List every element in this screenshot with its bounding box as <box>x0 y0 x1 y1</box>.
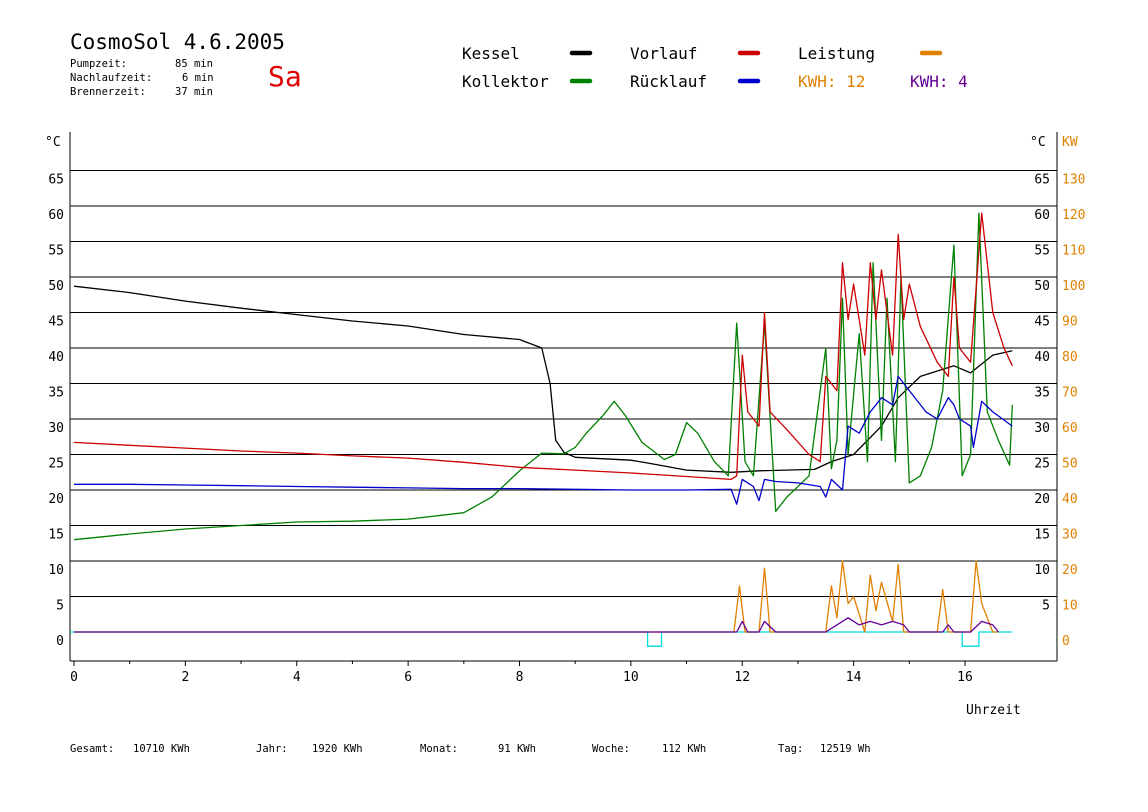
y-axis-label-right: °C <box>1030 135 1046 150</box>
grid-lines <box>70 170 1057 597</box>
legend-kwh-1: KWH: 12 <box>798 72 866 91</box>
weekday-label: Sa <box>268 60 302 93</box>
y-tick-right-15: 15 <box>1034 528 1050 543</box>
footer-monat-value: 91 KWh <box>498 743 536 755</box>
x-tick-label-0: 0 <box>70 670 78 685</box>
brennerzeit-value: 37 min <box>175 86 213 98</box>
y-tick-right-65: 65 <box>1034 173 1050 188</box>
y-tick-kw-20: 20 <box>1062 563 1078 578</box>
footer-woche-value: 112 KWh <box>662 743 707 755</box>
y-tick-kw-30: 30 <box>1062 528 1078 543</box>
y-tick-kw-100: 100 <box>1062 279 1085 294</box>
y-tick-left-40: 40 <box>48 350 64 365</box>
y-tick-left-50: 50 <box>48 279 64 294</box>
y-tick-right-35: 35 <box>1034 386 1050 401</box>
y-tick-kw-130: 130 <box>1062 173 1085 188</box>
y-tick-kw-80: 80 <box>1062 350 1078 365</box>
x-tick-label-2: 2 <box>181 670 189 685</box>
y-tick-kw-110: 110 <box>1062 244 1085 259</box>
pumpzeit-label: Pumpzeit: <box>70 58 127 70</box>
kwh-line <box>74 617 999 633</box>
y-tick-left-0: 0 <box>56 634 64 649</box>
y-tick-kw-50: 50 <box>1062 457 1078 472</box>
x-axis-label: Uhrzeit <box>966 703 1021 718</box>
vorlauf-line <box>73 212 1013 481</box>
x-tick-label-16: 16 <box>957 670 973 685</box>
y-tick-right-20: 20 <box>1034 492 1050 507</box>
footer-tag-value: 12519 Wh <box>820 743 871 755</box>
footer-jahr-label: Jahr: <box>256 743 288 755</box>
y-axis-label-left: °C <box>45 135 61 150</box>
footer-gesamt-value: 10710 KWh <box>133 743 190 755</box>
y-tick-left-45: 45 <box>48 315 64 330</box>
y-tick-right-10: 10 <box>1034 563 1050 578</box>
y-tick-left-35: 35 <box>48 386 64 401</box>
y-tick-right-25: 25 <box>1034 457 1050 472</box>
x-tick-label-14: 14 <box>846 670 862 685</box>
tick-labels: 0 2 4 6 8 10 12 14 16 Uhrzeit °C 0 5 10 15 20 25 30 35 40 45… <box>45 135 1085 718</box>
y-tick-right-40: 40 <box>1034 350 1050 365</box>
y-tick-left-15: 15 <box>48 528 64 543</box>
baseline-line <box>70 631 1013 647</box>
legend-ruecklauf: Rücklauf <box>630 72 708 91</box>
y-tick-left-10: 10 <box>48 563 64 578</box>
x-tick-label-8: 8 <box>516 670 524 685</box>
x-tick-label-4: 4 <box>293 670 301 685</box>
x-tick-label-10: 10 <box>623 670 639 685</box>
y-tick-right-50: 50 <box>1034 279 1050 294</box>
y-tick-right-55: 55 <box>1034 244 1050 259</box>
x-tick-label-12: 12 <box>734 670 750 685</box>
page-title: CosmoSol 4.6.2005 <box>70 30 285 54</box>
y-tick-kw-90: 90 <box>1062 315 1078 330</box>
x-tick-label-6: 6 <box>404 670 412 685</box>
footer-monat-label: Monat: <box>420 743 458 755</box>
nachlaufzeit-value: 6 min <box>182 72 214 84</box>
y-tick-left-25: 25 <box>48 457 64 472</box>
y-tick-kw-0: 0 <box>1062 634 1070 649</box>
ruecklauf-line <box>74 375 1013 505</box>
legend-leistung: Leistung <box>798 44 876 63</box>
y-tick-left-60: 60 <box>48 208 64 223</box>
y-axis-label-kw: KW <box>1062 135 1078 150</box>
y-tick-kw-10: 10 <box>1062 599 1078 614</box>
series-lines <box>70 212 1013 647</box>
footer-jahr-value: 1920 KWh <box>312 743 363 755</box>
footer-woche-label: Woche: <box>592 743 630 755</box>
pumpzeit-value: 85 min <box>175 58 213 70</box>
y-tick-right-45: 45 <box>1034 315 1050 330</box>
y-tick-left-30: 30 <box>48 421 64 436</box>
y-tick-left-55: 55 <box>48 244 64 259</box>
footer-gesamt-label: Gesamt: <box>70 743 115 755</box>
y-tick-right-5: 5 <box>1042 599 1050 614</box>
y-tick-right-60: 60 <box>1034 208 1050 223</box>
y-tick-kw-60: 60 <box>1062 421 1078 436</box>
y-tick-kw-120: 120 <box>1062 208 1085 223</box>
nachlaufzeit-label: Nachlaufzeit: <box>70 72 153 84</box>
legend-kollektor: Kollektor <box>462 72 549 91</box>
y-tick-right-30: 30 <box>1034 421 1050 436</box>
legend-vorlauf: Vorlauf <box>630 44 698 63</box>
kollektor-line <box>73 212 1013 541</box>
y-tick-kw-70: 70 <box>1062 386 1078 401</box>
brennerzeit-label: Brennerzeit: <box>70 86 146 98</box>
legend-kwh-2: KWH: 4 <box>910 72 968 91</box>
legend-kessel: Kessel <box>462 44 520 63</box>
y-tick-kw-40: 40 <box>1062 492 1078 507</box>
y-tick-left-5: 5 <box>56 599 64 614</box>
axes <box>69 132 1058 666</box>
y-tick-left-65: 65 <box>48 173 64 188</box>
y-tick-left-20: 20 <box>48 492 64 507</box>
legend-swatches <box>569 50 943 84</box>
footer-tag-label: Tag: <box>778 743 804 755</box>
